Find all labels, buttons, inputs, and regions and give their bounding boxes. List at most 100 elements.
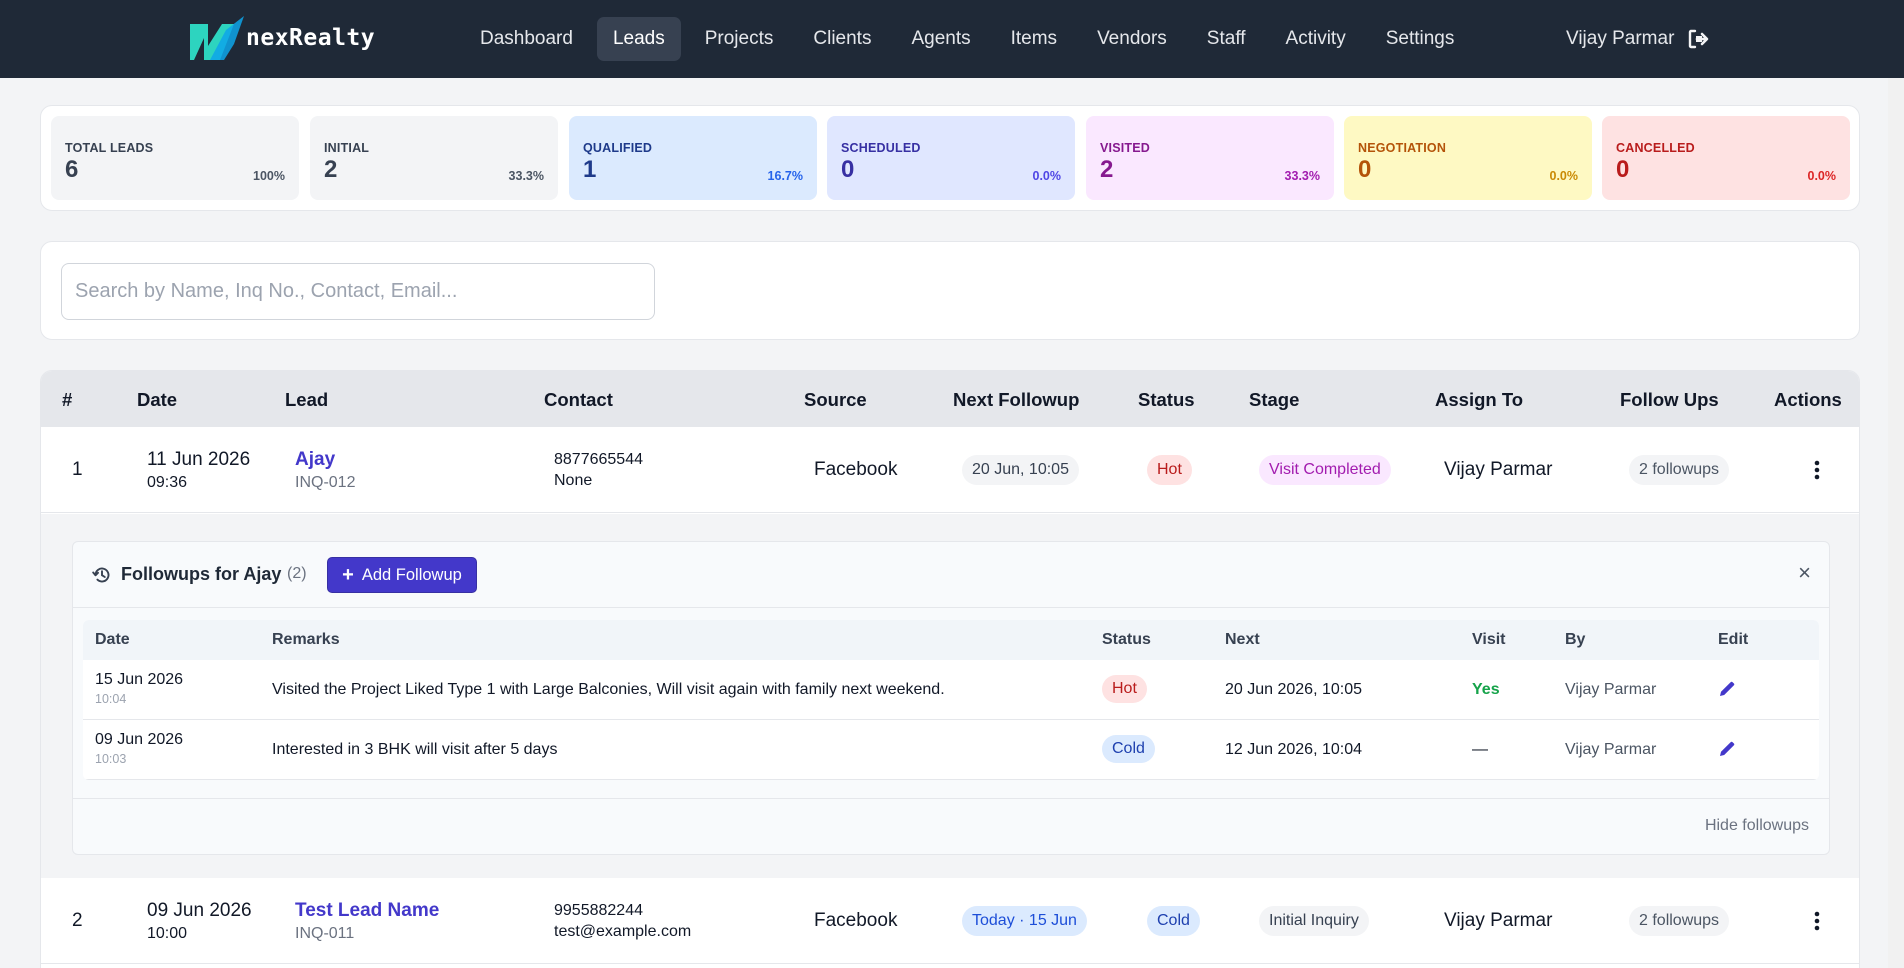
status-badge: Hot — [1147, 455, 1192, 485]
kebab-menu-icon[interactable] — [1814, 911, 1820, 931]
logout-icon[interactable] — [1686, 27, 1710, 51]
time-value: 09:36 — [147, 474, 188, 491]
table-row[interactable]: 1 11 Jun 2026 09:36 Ajay INQ-012 8877665… — [41, 427, 1859, 513]
followup-date: 15 Jun 2026 10:04 — [95, 671, 183, 706]
followup-status-badge: Cold — [1102, 735, 1155, 763]
nav-activity[interactable]: Activity — [1285, 28, 1346, 49]
leads-table: # Date Lead Contact Source Next Followup… — [40, 370, 1860, 968]
close-icon[interactable]: × — [1798, 560, 1811, 585]
row-number: 1 — [72, 459, 83, 480]
followup-date-value: 09 Jun 2026 — [95, 731, 184, 748]
followup-status-badge: Hot — [1102, 675, 1147, 703]
col-header-num: # — [62, 389, 73, 410]
followup-time-value: 10:04 — [95, 692, 127, 706]
stat-label: SCHEDULED — [841, 141, 921, 155]
add-followup-label: Add Followup — [361, 565, 462, 584]
search-input[interactable] — [61, 263, 655, 320]
stat-percent: 0.0% — [1549, 169, 1579, 183]
followups-expansion: Followups for Ajay (2) + Add Followup × … — [41, 514, 1859, 878]
stat-visited[interactable]: VISITED 2 33.3% — [1086, 116, 1334, 200]
nav-leads[interactable]: Leads — [596, 17, 681, 61]
followup-visit: — — [1472, 741, 1488, 758]
edit-pencil-icon[interactable] — [1718, 740, 1736, 758]
col-header-date: Date — [137, 389, 178, 410]
brand-name: nexRealty — [246, 25, 376, 51]
nav-agents[interactable]: Agents — [911, 28, 971, 49]
followups-table-header: Date Remarks Status Next Visit By Edit — [83, 620, 1819, 660]
followups-table: Date Remarks Status Next Visit By Edit 1… — [83, 620, 1819, 780]
followup-date: 09 Jun 2026 10:03 — [95, 731, 183, 766]
nav-settings[interactable]: Settings — [1385, 28, 1455, 49]
stat-percent: 100% — [253, 169, 285, 183]
col-header-stage: Stage — [1249, 389, 1300, 410]
table-row[interactable]: 2 09 Jun 2026 10:00 Test Lead Name INQ-0… — [41, 878, 1859, 964]
nav-dashboard[interactable]: Dashboard — [480, 28, 573, 49]
followup-visit: Yes — [1472, 681, 1500, 698]
contact-phone: 8877665544 — [554, 451, 643, 468]
add-followup-button[interactable]: + Add Followup — [327, 557, 477, 593]
stat-percent: 0.0% — [1032, 169, 1062, 183]
brand-logo[interactable]: nexRealty — [190, 16, 375, 60]
date-value: 09 Jun 2026 — [147, 900, 252, 921]
nav-clients[interactable]: Clients — [813, 28, 872, 49]
stat-percent: 0.0% — [1807, 169, 1837, 183]
stat-scheduled[interactable]: SCHEDULED 0 0.0% — [827, 116, 1075, 200]
history-icon — [92, 567, 110, 583]
nav-vendors[interactable]: Vendors — [1097, 28, 1167, 49]
stat-initial[interactable]: INITIAL 2 33.3% — [310, 116, 558, 200]
followups-toggle[interactable]: 2 followups — [1629, 906, 1730, 936]
stat-percent: 33.3% — [1284, 169, 1320, 183]
user-name[interactable]: Vijay Parmar — [1566, 28, 1675, 49]
stat-cancelled[interactable]: CANCELLED 0 0.0% — [1602, 116, 1850, 200]
search-card — [40, 241, 1860, 340]
stat-label: TOTAL LEADS — [65, 141, 154, 155]
stat-value: 0 — [1358, 156, 1372, 183]
fu-col-by: By — [1565, 631, 1586, 648]
nav-projects[interactable]: Projects — [704, 28, 774, 49]
fu-col-visit: Visit — [1472, 631, 1506, 648]
date-value: 11 Jun 2026 — [147, 449, 251, 470]
followup-date-value: 15 Jun 2026 — [95, 671, 184, 688]
col-header-source: Source — [804, 389, 867, 410]
col-header-next-followup: Next Followup — [953, 389, 1080, 410]
nav-items[interactable]: Items — [1010, 28, 1058, 49]
stat-negotiation[interactable]: NEGOTIATION 0 0.0% — [1344, 116, 1592, 200]
next-followup-badge: 20 Jun, 10:05 — [962, 455, 1079, 485]
followup-by: Vijay Parmar — [1565, 741, 1657, 758]
followups-toggle[interactable]: 2 followups — [1629, 455, 1730, 485]
contact-phone: 9955882244 — [554, 902, 643, 919]
stat-total-leads[interactable]: TOTAL LEADS 6 100% — [51, 116, 299, 200]
stat-value: 0 — [1616, 156, 1630, 183]
followups-title: Followups for Ajay — [121, 564, 282, 584]
next-followup-badge: Today · 15 Jun — [962, 906, 1087, 936]
brand-logo-icon — [190, 16, 244, 60]
stat-percent: 16.7% — [767, 169, 803, 183]
fu-col-remarks: Remarks — [272, 631, 340, 648]
followups-panel-header: Followups for Ajay (2) + Add Followup × — [73, 542, 1829, 608]
followups-panel: Followups for Ajay (2) + Add Followup × … — [72, 541, 1830, 855]
edit-pencil-icon[interactable] — [1718, 680, 1736, 698]
lead-inquiry-no: INQ-011 — [295, 925, 355, 942]
main-nav: Dashboard Leads Projects Clients Agents … — [464, 17, 1478, 61]
stat-percent: 33.3% — [508, 169, 544, 183]
followup-next: 12 Jun 2026, 10:04 — [1225, 741, 1363, 758]
plus-icon: + — [342, 563, 354, 586]
hide-followups-link[interactable]: Hide followups — [1704, 817, 1809, 834]
fu-col-next: Next — [1225, 631, 1260, 648]
nav-staff[interactable]: Staff — [1206, 28, 1246, 49]
stat-value: 6 — [65, 156, 79, 183]
kebab-menu-icon[interactable] — [1814, 460, 1820, 480]
col-header-actions: Actions — [1774, 389, 1842, 410]
row-lead: Ajay INQ-012 — [295, 449, 355, 492]
time-value: 10:00 — [147, 925, 188, 942]
col-header-assign-to: Assign To — [1435, 389, 1524, 410]
contact-email: test@example.com — [554, 923, 692, 940]
followup-remarks: Visited the Project Liked Type 1 with La… — [272, 681, 945, 698]
followup-remarks: Interested in 3 BHK will visit after 5 d… — [272, 741, 558, 758]
page-scrollbar[interactable] — [1888, 78, 1904, 968]
lead-name-link[interactable]: Test Lead Name — [295, 900, 440, 921]
col-header-follow-ups: Follow Ups — [1620, 389, 1719, 410]
lead-name-link[interactable]: Ajay — [295, 449, 336, 470]
stage-badge: Initial Inquiry — [1259, 906, 1369, 936]
stat-qualified[interactable]: QUALIFIED 1 16.7% — [569, 116, 817, 200]
